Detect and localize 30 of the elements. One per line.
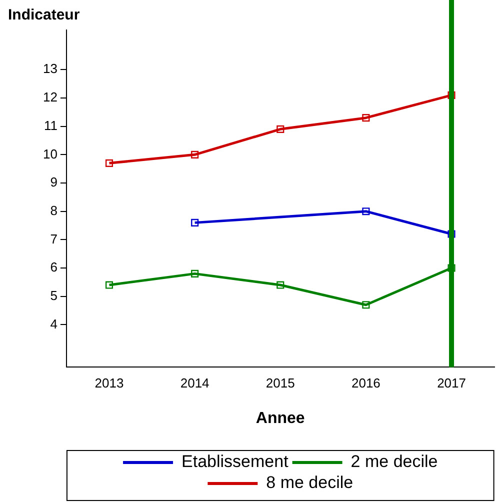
point (105, 159, 114, 167)
y-tick-label: 7 (50, 231, 58, 246)
x-tick-label: 2014 (180, 376, 210, 391)
y-tick-label: 8 (50, 202, 58, 218)
y-tick-label: 11 (44, 118, 58, 133)
point (191, 270, 199, 278)
y-tick-label: 5 (50, 288, 58, 303)
y-tick-label: 12 (42, 90, 58, 105)
x-tick-label: 2013 (94, 376, 124, 391)
point (362, 301, 370, 309)
y-tick-label: 6 (50, 260, 58, 275)
point (191, 218, 199, 226)
legend-label: 2 me decile (350, 452, 438, 472)
x-tick-label: 2015 (266, 376, 295, 391)
legend-label: Etablissement (182, 452, 289, 472)
y-tick-label: 13 (42, 61, 58, 76)
x-tick-label: 2016 (351, 376, 380, 391)
point (105, 281, 114, 289)
y-tick-label: 10 (42, 146, 58, 162)
y-axis-title: Indicateur (8, 6, 80, 24)
x-axis-title: Annee (256, 410, 305, 427)
point (362, 114, 370, 122)
point (276, 125, 284, 133)
x-tick-label: 2017 (437, 376, 466, 391)
point (362, 208, 370, 216)
y-tick-label: 4 (50, 316, 58, 332)
point (276, 281, 284, 289)
point (191, 150, 199, 158)
y-tick-label: 9 (50, 174, 58, 190)
legend-label: 8 me decile (266, 473, 354, 492)
